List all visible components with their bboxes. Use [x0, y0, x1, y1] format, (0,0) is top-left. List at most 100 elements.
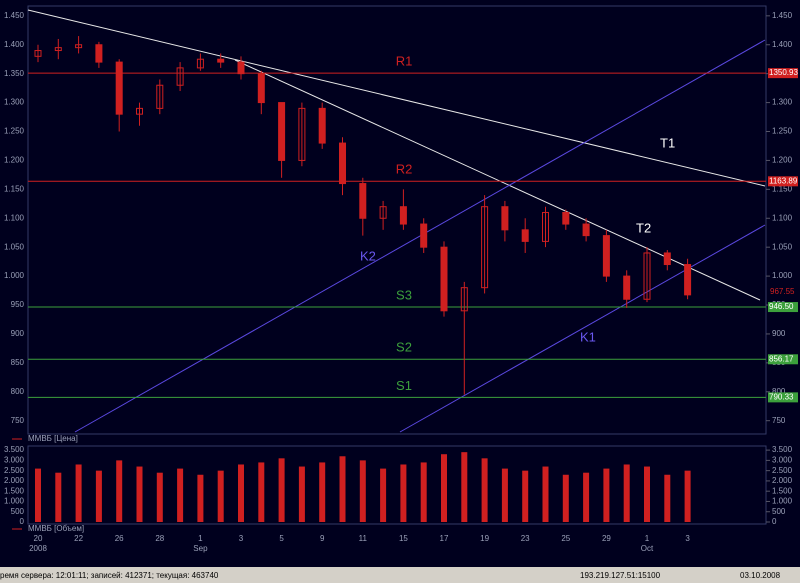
x-tick-label: 17 — [440, 534, 449, 543]
legend-price: ММВБ [Цена] — [28, 434, 78, 443]
candle-body — [136, 107, 143, 115]
candle-body — [54, 47, 62, 52]
candle-body — [217, 58, 225, 63]
volume-bar — [603, 468, 610, 522]
level-name: S1 — [396, 378, 412, 393]
candle-body — [521, 229, 529, 242]
level-box — [768, 68, 798, 79]
y-tick-label: 1.200 — [4, 156, 25, 165]
y-tick-label: 1.400 — [4, 40, 25, 49]
candle-body — [359, 183, 367, 219]
volume-bar — [664, 474, 671, 522]
status-address: 193.219.127.51:15100 — [580, 571, 661, 580]
candle-body — [75, 44, 83, 49]
volume-bar — [644, 466, 650, 522]
volume-bar — [95, 470, 102, 522]
volume-bar — [75, 464, 82, 522]
x-tick-label: 9 — [320, 534, 325, 543]
y2-tick-label: 1.000 — [772, 497, 793, 506]
y2-tick-label: 1.200 — [772, 156, 793, 165]
y-tick-label: 1.150 — [4, 184, 25, 193]
y-tick-label: 2.000 — [4, 476, 25, 485]
candle-body — [115, 61, 123, 115]
x-tick-label: 1 — [198, 534, 203, 543]
x-tick-label: 25 — [561, 534, 570, 543]
candle-body — [176, 67, 184, 86]
volume-bar — [400, 464, 407, 522]
trendline-t1 — [27, 9, 766, 187]
x-tick-label: 11 — [359, 534, 368, 543]
x-tick-label: 3 — [685, 534, 690, 543]
last-price: 967.55 — [770, 287, 795, 296]
y-tick-label: 1.100 — [4, 213, 25, 222]
candle-body — [562, 211, 570, 225]
candle-body — [542, 211, 549, 242]
volume-bar — [339, 456, 346, 522]
candle-body — [237, 61, 245, 75]
volume-bar — [542, 466, 549, 522]
x-month-label: 2008 — [29, 544, 47, 553]
volume-bar — [217, 470, 224, 522]
volume-bar — [623, 464, 630, 522]
candle-body — [440, 246, 448, 312]
y-tick-label: 1.050 — [4, 242, 25, 251]
candle-body — [339, 142, 346, 185]
volume-bar — [197, 474, 204, 522]
y-tick-label: 750 — [11, 416, 25, 425]
x-tick-label: 1 — [645, 534, 650, 543]
x-tick-label: 22 — [74, 534, 83, 543]
y2-tick-label: 1.250 — [772, 127, 793, 136]
y-tick-label: 500 — [11, 507, 25, 516]
volume-bar — [684, 470, 691, 522]
y2-tick-label: 1.300 — [772, 98, 793, 107]
y2-tick-label: 1.400 — [772, 40, 793, 49]
x-tick-label: 23 — [521, 534, 530, 543]
y2-tick-label: 2.000 — [772, 476, 793, 485]
candle-body — [156, 84, 164, 109]
volume-bar — [562, 474, 569, 522]
y2-tick-label: 1.450 — [772, 11, 793, 20]
x-tick-label: 29 — [602, 534, 611, 543]
y-tick-label: 1.250 — [4, 127, 25, 136]
volume-bar — [177, 468, 184, 522]
candle-body — [196, 58, 204, 69]
volume-bar — [278, 458, 285, 522]
y-tick-label: 800 — [11, 387, 25, 396]
annotation: K2 — [360, 248, 376, 263]
x-tick-label: 28 — [155, 534, 164, 543]
candle-body — [257, 73, 265, 104]
volume-bar — [441, 454, 447, 522]
volume-bar — [380, 468, 387, 522]
candle-body — [602, 235, 610, 277]
volume-bar — [420, 462, 427, 522]
level-name: S3 — [396, 287, 412, 302]
level-box — [768, 354, 798, 365]
annotation: K1 — [580, 329, 596, 344]
channel-k2 — [74, 39, 766, 433]
y-tick-label: 3.000 — [4, 455, 25, 464]
x-tick-label: 5 — [279, 534, 284, 543]
candle-body — [460, 287, 468, 312]
status-bar — [0, 567, 800, 583]
y2-tick-label: 1.050 — [772, 242, 793, 251]
candle-body — [318, 107, 326, 144]
y-tick-label: 950 — [11, 300, 25, 309]
candle-body — [582, 223, 590, 237]
y2-tick-label: 3.000 — [772, 455, 793, 464]
y-tick-label: 1.300 — [4, 98, 25, 107]
volume-bar — [136, 466, 143, 522]
level-label: 790.33 — [769, 392, 794, 401]
candle-body — [298, 107, 306, 161]
volume-bar — [461, 452, 468, 522]
candle-body — [34, 50, 42, 57]
x-tick-label: 15 — [399, 534, 408, 543]
level-name: R1 — [396, 54, 413, 69]
y2-tick-label: 1.000 — [772, 271, 793, 280]
candle-body — [623, 275, 631, 300]
y2-tick-label: 750 — [772, 416, 786, 425]
x-month-label: Sep — [193, 544, 208, 553]
legend-volume: ММВБ [Объем] — [28, 524, 84, 533]
x-tick-label: 19 — [480, 534, 489, 543]
x-month-label: Oct — [641, 544, 654, 553]
